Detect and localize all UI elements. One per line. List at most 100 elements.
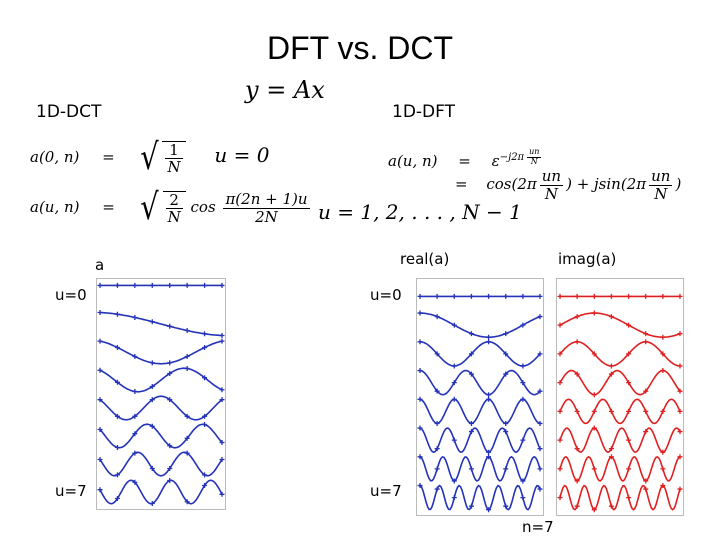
- dft-imag-marker-plus-icon: [591, 293, 597, 299]
- dft-imag-marker-plus-icon: [608, 454, 614, 460]
- dft-real-marker-plus-icon: [468, 331, 474, 337]
- dft-imag-marker-plus-icon: [608, 503, 614, 509]
- dft-real-marker-plus-icon: [434, 420, 440, 426]
- dft-imag-marker-plus-icon: [574, 314, 580, 320]
- dft-real-curve-u3: [419, 369, 541, 396]
- dct-marker-plus-icon: [202, 421, 208, 427]
- dft-imag-marker-plus-icon: [677, 486, 683, 492]
- dct-marker-plus-icon: [114, 445, 120, 451]
- dft-imag-marker-plus-icon: [626, 380, 632, 386]
- dct-marker-plus-icon: [149, 282, 155, 288]
- dct-marker-plus-icon: [114, 344, 120, 350]
- dft-real-marker-plus-icon: [537, 446, 543, 452]
- dct-u7-label: u=7: [55, 482, 87, 500]
- dft-imag-marker-plus-icon: [677, 388, 683, 394]
- dft-real-marker-plus-icon: [486, 449, 492, 455]
- dft-real-marker-plus-icon: [434, 388, 440, 394]
- dft-imag-marker-plus-icon: [626, 437, 632, 443]
- dct-marker-plus-icon: [97, 397, 103, 403]
- dft-imag-marker-plus-icon: [643, 486, 649, 492]
- dft-real-curve-u2: [419, 340, 541, 367]
- dft-real-marker-plus-icon: [486, 293, 492, 299]
- dct-marker-plus-icon: [97, 309, 103, 315]
- dct-curve-u2: [99, 340, 223, 365]
- dft-real-marker-plus-icon: [520, 437, 526, 443]
- dct-marker-plus-icon: [202, 331, 208, 337]
- dft-imag-plot: [556, 278, 684, 516]
- dft-real-marker-plus-icon: [468, 351, 474, 357]
- dft-exp-den: N: [530, 156, 538, 166]
- dft-imag-marker-plus-icon: [591, 310, 597, 316]
- dft-imag-marker-plus-icon: [660, 368, 666, 374]
- dft-real-marker-plus-icon: [417, 368, 423, 374]
- dft-imag-marker-plus-icon: [660, 293, 666, 299]
- dct-marker-plus-icon: [97, 367, 103, 373]
- plot-frame: [556, 278, 684, 516]
- dct-marker-plus-icon: [132, 389, 138, 395]
- dft-real-marker-plus-icon: [537, 420, 543, 426]
- dct-marker-plus-icon: [202, 413, 208, 419]
- dft-formula-2: = cos(2π un N) + jsin(2π un N): [455, 168, 681, 202]
- dft-imag-marker-plus-icon: [591, 392, 597, 398]
- dft-imag-marker-plus-icon: [557, 293, 563, 299]
- dft-imag-marker-plus-icon: [677, 331, 683, 337]
- dft-real-marker-plus-icon: [451, 478, 457, 484]
- dct-marker-plus-icon: [167, 360, 173, 366]
- dft-real-marker-plus-icon: [520, 293, 526, 299]
- dct-marker-plus-icon: [184, 365, 190, 371]
- dct-marker-plus-icon: [184, 499, 190, 505]
- dft-imag-marker-plus-icon: [591, 507, 597, 513]
- dct-curve-u5: [99, 423, 223, 449]
- dft-imag-curve-u5: [559, 427, 681, 454]
- dft-cos-part: cos(2π: [486, 175, 537, 193]
- dft-real-marker-plus-icon: [451, 293, 457, 299]
- dct-marker-plus-icon: [219, 338, 225, 344]
- dft-real-plot: [416, 278, 544, 516]
- dft-eps: ε: [491, 151, 500, 170]
- dft-imag-marker-plus-icon: [626, 293, 632, 299]
- dct-marker-plus-icon: [167, 323, 173, 329]
- dct-marker-plus-icon: [114, 472, 120, 478]
- dft-imag-marker-plus-icon: [608, 408, 614, 414]
- dct-marker-plus-icon: [149, 360, 155, 366]
- dft-real-marker-plus-icon: [434, 293, 440, 299]
- dft-imag-marker-plus-icon: [626, 466, 632, 472]
- dft-exp-num: un: [527, 147, 542, 158]
- dft-imag-marker-plus-icon: [626, 408, 632, 414]
- dft-heading: 1D-DFT: [392, 102, 455, 122]
- dft-real-label: real(a): [400, 250, 450, 268]
- dct-marker-plus-icon: [97, 282, 103, 288]
- dft-imag-marker-plus-icon: [643, 478, 649, 484]
- dct-eq-2: =: [102, 198, 115, 216]
- dft-imag-marker-plus-icon: [608, 363, 614, 369]
- dft-imag-marker-plus-icon: [643, 408, 649, 414]
- dft-imag-marker-plus-icon: [574, 339, 580, 345]
- dft-real-marker-plus-icon: [537, 388, 543, 394]
- dft-imag-marker-plus-icon: [660, 334, 666, 340]
- dct-frac-den-2: N: [167, 208, 181, 226]
- dft-real-marker-plus-icon: [486, 339, 492, 345]
- dft-eq-1: =: [458, 151, 471, 170]
- dft-real-marker-plus-icon: [434, 314, 440, 320]
- dft-imag-marker-plus-icon: [677, 429, 683, 435]
- dft-imag-marker-plus-icon: [591, 408, 597, 414]
- dft-imag-label: imag(a): [558, 250, 617, 268]
- dft-imag-marker-plus-icon: [557, 495, 563, 501]
- dft-imag-marker-plus-icon: [574, 446, 580, 452]
- dct-plot-label: a: [95, 256, 105, 274]
- dft-real-curve-u5: [419, 427, 541, 454]
- dft-real-marker-plus-icon: [486, 396, 492, 402]
- dct-marker-plus-icon: [167, 466, 173, 471]
- dct-marker-plus-icon: [132, 450, 138, 456]
- dft-real-marker-plus-icon: [417, 396, 423, 402]
- dft-real-marker-plus-icon: [417, 483, 423, 489]
- dft-real-marker-plus-icon: [417, 454, 423, 460]
- dft-real-marker-plus-icon: [434, 486, 440, 492]
- main-equation: y = Ax: [245, 76, 325, 104]
- dct-marker-plus-icon: [184, 282, 190, 288]
- dct-marker-plus-icon: [219, 491, 225, 497]
- dct-basis-plot: [96, 278, 226, 510]
- dft-aun: a(u, n): [388, 151, 438, 170]
- dft-real-marker-plus-icon: [520, 495, 526, 501]
- dft-real-marker-plus-icon: [503, 503, 509, 509]
